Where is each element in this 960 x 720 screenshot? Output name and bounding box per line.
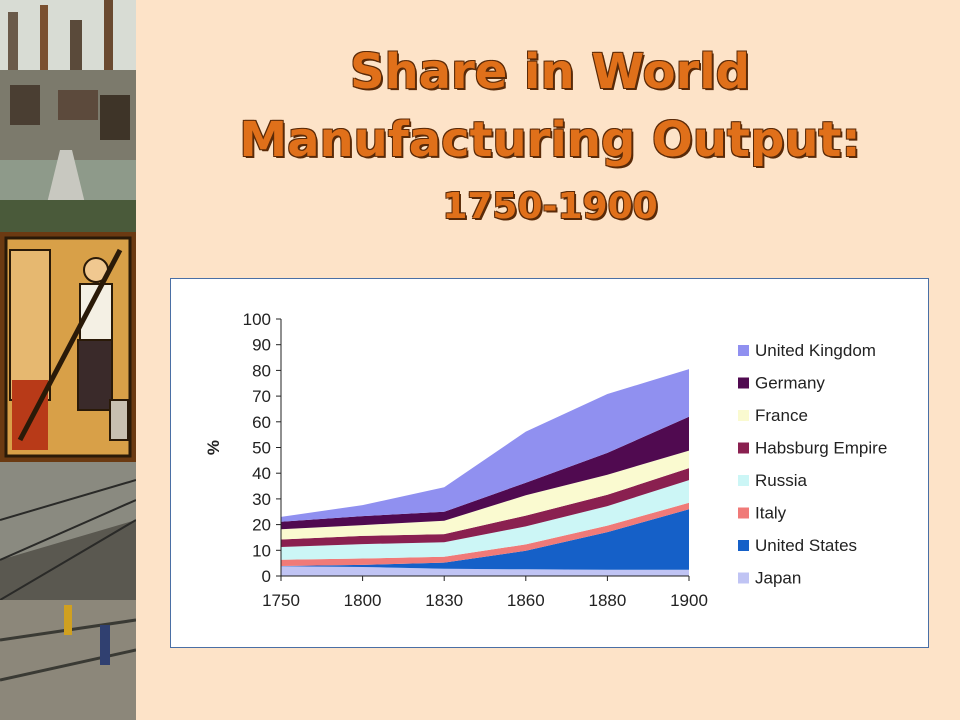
x-tick-label: 1830 [425, 591, 463, 610]
legend-swatch [738, 507, 749, 519]
y-tick-label: 10 [252, 541, 271, 560]
x-tick-label: 1800 [344, 591, 382, 610]
legend-label: Russia [755, 471, 808, 490]
y-tick-label: 60 [252, 413, 271, 432]
legend-label: Germany [755, 374, 825, 393]
y-tick-label: 100 [243, 310, 271, 329]
y-tick-label: 80 [252, 361, 271, 380]
legend-swatch [738, 540, 749, 551]
legend-swatch [738, 345, 749, 356]
industrial-town-painting [0, 0, 136, 232]
y-tick-label: 30 [252, 490, 271, 509]
title-line-3: 1750-1900 [442, 186, 658, 227]
legend-swatch [738, 572, 749, 584]
area-habsburg-empire [281, 468, 689, 547]
y-axis-title: % [204, 440, 223, 455]
stacked-area-chart: 0 10 20 30 40 50 60 70 80 90 100 1750 1800 1830 1860 18… [204, 310, 887, 610]
x-tick-label: 1860 [507, 591, 545, 610]
area-japan [281, 566, 689, 576]
legend-label: Habsburg Empire [755, 439, 887, 458]
area-france [281, 450, 689, 540]
x-tick-label: 1750 [262, 591, 300, 610]
area-united-states [281, 509, 689, 570]
side-image-strip [0, 0, 136, 720]
y-tick-label: 50 [252, 439, 271, 458]
title-line-1: Share in World [349, 44, 751, 100]
area-united-kingdom [281, 369, 689, 522]
legend-label: Italy [755, 504, 787, 523]
legend-label: United Kingdom [755, 341, 876, 360]
x-tick-label: 1900 [670, 591, 708, 610]
y-tick-label: 70 [252, 387, 271, 406]
area-russia [281, 480, 689, 560]
title-line-2: Manufacturing Output: [239, 112, 861, 168]
stained-glass-worker [0, 232, 136, 462]
x-tick-label: 1880 [588, 591, 626, 610]
area-italy [281, 502, 689, 566]
y-tick-label: 0 [262, 567, 271, 586]
area-germany [281, 416, 689, 530]
chart-panel: 0 10 20 30 40 50 60 70 80 90 100 1750 1800 1830 1860 18… [170, 278, 929, 648]
mill-interior-engraving [0, 462, 136, 720]
y-tick-label: 20 [252, 516, 271, 535]
legend-label: France [755, 406, 808, 425]
legend-swatch [738, 442, 749, 454]
legend-swatch [738, 377, 749, 389]
legend-swatch [738, 410, 749, 421]
y-tick-label: 40 [252, 464, 271, 483]
y-tick-label: 90 [252, 336, 271, 355]
legend-label: United States [755, 536, 857, 555]
legend-label: Japan [755, 569, 801, 588]
legend-swatch [738, 475, 749, 486]
